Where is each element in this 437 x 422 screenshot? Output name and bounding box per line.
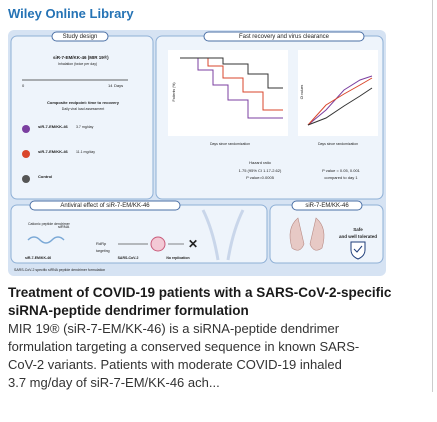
axis-label: Days since randomization bbox=[210, 142, 250, 146]
arm-icon bbox=[22, 125, 30, 133]
article-abstract: MIR 19® (siR-7-EM/KK-46) is a siRNA-pept… bbox=[8, 320, 359, 392]
graphical-abstract: Study design Fast recovery and virus cle… bbox=[8, 30, 386, 276]
panel-tab bbox=[203, 31, 365, 42]
block-icon: ✕ bbox=[188, 237, 198, 251]
panel-heading: siR-7-EM/KK-46 bbox=[305, 203, 349, 209]
arm-name: Control bbox=[38, 174, 52, 179]
arm-icon bbox=[22, 150, 30, 158]
rna-icon bbox=[27, 236, 65, 244]
virus-icon bbox=[150, 236, 166, 252]
divider bbox=[432, 0, 433, 392]
panel-tab bbox=[29, 200, 181, 211]
site-title[interactable]: Wiley Online Library bbox=[8, 6, 134, 21]
assessment-label: Daily viral load assessment bbox=[62, 107, 104, 111]
axis-label: Days since randomization bbox=[318, 142, 358, 146]
lung-icon bbox=[289, 217, 325, 251]
safety-label: and well tolerated bbox=[339, 234, 377, 239]
panel bbox=[10, 35, 154, 200]
figure-label: Cationic peptide dendrimer bbox=[28, 222, 71, 226]
panel-heading: Fast recovery and virus clearance bbox=[239, 34, 330, 40]
arm-name: siR-7-EM/KK-46 bbox=[38, 149, 69, 154]
arm-dose: 11.1 mg/day bbox=[76, 150, 95, 154]
title-line[interactable]: Treatment of COVID-19 patients with a SA… bbox=[8, 285, 392, 300]
curve bbox=[307, 87, 373, 126]
curve bbox=[180, 57, 283, 119]
figure-label: No replication bbox=[166, 256, 189, 260]
panel-heading: Antiviral effect of siR-7-EM/KK-46 bbox=[60, 203, 150, 209]
arm-name: siR-7-EM/KK-46 bbox=[38, 124, 69, 129]
abstract-line: CoV-2 variants. Patients with moderate C… bbox=[8, 357, 342, 372]
abstract-line: formulation targeting a conserved sequen… bbox=[8, 339, 360, 354]
figure-caption: SARS-CoV-2 specific siRNA peptide dendri… bbox=[14, 268, 105, 272]
figure-label: siRNA bbox=[58, 224, 70, 229]
curve bbox=[180, 57, 283, 111]
abstract-line: 3.7 mg/day of siR-7-EM/KK-46 ach... bbox=[8, 375, 220, 390]
panel-tab bbox=[291, 200, 363, 211]
stat-label: Hazard ratio bbox=[249, 160, 272, 165]
stat-label: 1.75 (95% CI 1.17-2.62) bbox=[239, 168, 282, 173]
stat-label: P value = 0.05, 0.001 bbox=[322, 168, 361, 173]
curve bbox=[307, 75, 373, 126]
lung-icon bbox=[201, 209, 245, 261]
safety-label: Safe bbox=[353, 227, 363, 232]
curve bbox=[180, 57, 283, 89]
axis-label: Ct values bbox=[300, 84, 304, 99]
figure-label: SARS-CoV-2 bbox=[118, 256, 139, 260]
panel-heading: Study design bbox=[63, 34, 98, 40]
day-label: 14 bbox=[108, 83, 113, 88]
day-label: 0 bbox=[22, 83, 25, 88]
stat-label: compared to day 1 bbox=[324, 175, 358, 180]
curve bbox=[307, 77, 373, 126]
days-label: Days bbox=[114, 83, 123, 88]
axis-label: Patients (%) bbox=[172, 82, 176, 101]
stat-label: P value=0.0005 bbox=[246, 175, 275, 180]
drug-label: siR-7-EM/KK-46 (MIR 19®) bbox=[53, 54, 109, 60]
figure-label: RdRp bbox=[96, 241, 107, 246]
title-line[interactable]: siRNA-peptide dendrimer formulation bbox=[8, 303, 249, 318]
arm-dose: 3.7 mg/day bbox=[76, 125, 94, 129]
panel-tab bbox=[51, 31, 109, 42]
arm-icon bbox=[22, 175, 30, 183]
abstract-line: MIR 19® (siR-7-EM/KK-46) is a siRNA-pept… bbox=[8, 321, 340, 336]
figure-label: targeting bbox=[96, 249, 110, 253]
figure-label: siR-7-EM/KK-46 bbox=[25, 256, 51, 260]
endpoint-label: Composite endpoint: time to recovery bbox=[47, 100, 120, 105]
check-icon bbox=[353, 245, 363, 253]
article-title[interactable]: Treatment of COVID-19 patients with a SA… bbox=[8, 284, 391, 320]
route-label: Inhalation (twice per day) bbox=[58, 62, 97, 66]
